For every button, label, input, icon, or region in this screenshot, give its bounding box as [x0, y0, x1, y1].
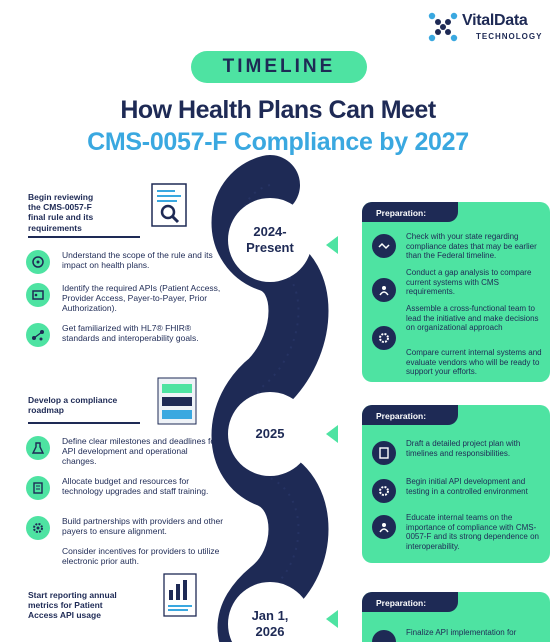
gear-icon [372, 326, 396, 350]
handshake-icon [372, 234, 396, 258]
team-icon [372, 278, 396, 302]
list-item-text: Understand the scope of the rule and its… [62, 250, 213, 271]
panel-header-bar [362, 405, 458, 425]
section-underline [28, 422, 140, 424]
timeline-pill: TIMELINE [191, 51, 367, 83]
plan-icon [372, 630, 396, 642]
section-heading: Begin reviewing the CMS-0057-F final rul… [28, 192, 94, 233]
page-title: How Health Plans Can Meet [120, 96, 436, 124]
team-icon [372, 515, 396, 539]
preparation-panel-3: Preparation: Finalize API implementation… [362, 592, 550, 642]
panel-arrow [326, 610, 338, 628]
id-card-icon [26, 283, 50, 307]
list-item-text: Define clear milestones and deadlines fo… [62, 436, 218, 467]
timeline-node-label: 2024- Present [246, 223, 294, 255]
list-item-text: Identify the required APIs (Patient Acce… [62, 283, 221, 314]
section-heading: Start reporting annual metrics for Patie… [28, 590, 117, 621]
list-item: Allocate budget and resources for techno… [26, 476, 226, 506]
list-item-text: Get familiarized with HL7® FHIR® standar… [62, 323, 199, 344]
list-item: Get familiarized with HL7® FHIR® standar… [26, 323, 226, 353]
list-item: Consider incentives for providers to uti… [26, 546, 226, 576]
panel-item-text: Assemble a cross-functional team to lead… [406, 304, 539, 333]
timeline-node-1: 2024- Present [228, 198, 312, 282]
timeline-node-2: 2025 [228, 392, 312, 476]
brand-tagline: TECHNOLOGY [476, 32, 543, 41]
section-underline [28, 236, 140, 238]
brand-name: VitalData [462, 12, 528, 29]
report-chart-icon [163, 573, 197, 617]
list-item-text: Allocate budget and resources for techno… [62, 476, 209, 497]
section-heading: Develop a compliance roadmap [28, 395, 118, 416]
timeline-node-3: Jan 1, 2026 [228, 582, 312, 642]
panel-header-bar [362, 592, 458, 612]
panel-item-text: Compare current internal systems and eva… [406, 348, 542, 377]
plan-icon [372, 441, 396, 465]
list-item: Identify the required APIs (Patient Acce… [26, 283, 226, 313]
brand-logo: VitalData TECHNOLOGY [428, 12, 552, 46]
timeline-node-label: Jan 1, 2026 [251, 607, 289, 639]
network-icon [26, 323, 50, 347]
panel-item-text: Check with your state regarding complian… [406, 232, 537, 261]
document-search-icon [151, 183, 187, 227]
preparation-panel-2: Preparation: Draft a detailed project pl… [362, 405, 550, 563]
panel-item-text: Finalize API implementation for [406, 628, 517, 637]
brain-icon [26, 250, 50, 274]
list-item-text: Consider incentives for providers to uti… [62, 546, 220, 567]
panel-item-text: Educate internal teams on the importance… [406, 513, 539, 551]
folder-stack-icon [157, 377, 197, 425]
panel-item-text: Begin initial API development and testin… [406, 477, 528, 496]
list-item: Understand the scope of the rule and its… [26, 250, 226, 280]
panel-heading: Preparation: [376, 598, 427, 608]
panel-arrow [326, 236, 338, 254]
panel-heading: Preparation: [376, 411, 427, 421]
gear-icon [372, 479, 396, 503]
timeline-node-label: 2025 [255, 425, 285, 441]
gear-icon [26, 516, 50, 540]
panel-header-bar [362, 202, 458, 222]
list-item: Define clear milestones and deadlines fo… [26, 436, 226, 466]
checklist-icon [26, 476, 50, 500]
panel-item-text: Draft a detailed project plan with timel… [406, 439, 521, 458]
preparation-panel-1: Preparation: Check with your state regar… [362, 202, 550, 382]
panel-arrow [326, 425, 338, 443]
panel-item-text: Conduct a gap analysis to compare curren… [406, 268, 532, 297]
list-item-text: Build partnerships with providers and ot… [62, 516, 224, 537]
flask-icon [26, 436, 50, 460]
list-item: Build partnerships with providers and ot… [26, 516, 226, 546]
page-subtitle: CMS-0057-F Compliance by 2027 [87, 128, 469, 156]
panel-heading: Preparation: [376, 208, 427, 218]
vitaldata-logo-icon [428, 12, 458, 42]
